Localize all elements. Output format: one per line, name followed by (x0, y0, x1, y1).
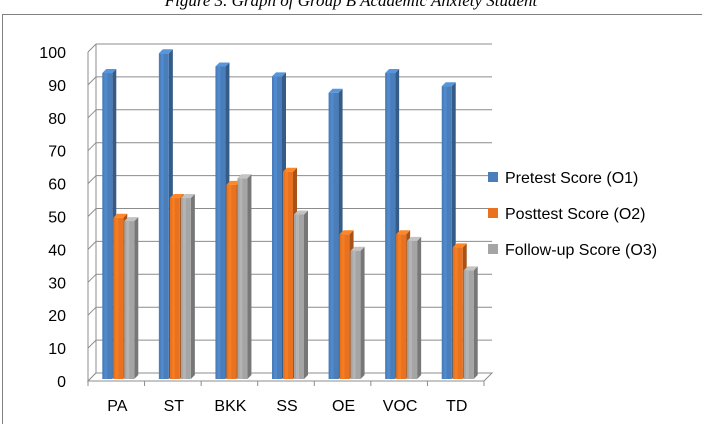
y-axis-ticks: 0 10 20 30 40 50 60 70 80 90 100 (39, 45, 66, 391)
x-tick-label: VOC (383, 398, 418, 415)
x-tick-label: TD (446, 398, 467, 415)
gridline-side (87, 175, 97, 184)
y-tick-label: 40 (48, 242, 66, 259)
gridline-side (87, 142, 97, 152)
y-tick-label: 0 (57, 374, 66, 391)
y-tick-label: 100 (39, 45, 66, 62)
figure-caption: Figure 3. Graph of Group B Academic Anxi… (164, 0, 538, 10)
gridline-side (87, 273, 97, 283)
x-axis-ticks: PA ST BKK SS OE VOC TD (87, 381, 485, 415)
y-tick-label: 60 (48, 177, 66, 194)
y-tick-label: 20 (48, 308, 66, 325)
y-tick-label: 50 (48, 210, 66, 227)
bar (350, 246, 365, 379)
chart-frame (2, 14, 702, 424)
gridline-side (87, 208, 97, 217)
x-tick-label: BKK (214, 398, 246, 415)
bar (124, 217, 139, 379)
legend-label: Follow-up Score (O3) (505, 242, 657, 259)
y-tick-label: 90 (48, 78, 66, 95)
bars (102, 49, 478, 380)
y-tick-label: 80 (48, 111, 66, 128)
legend: Pretest Score (O1) Posttest Score (O2) Fol… (488, 170, 657, 259)
y-tick-label: 70 (48, 144, 66, 161)
bar (180, 194, 195, 379)
legend-swatch (488, 244, 498, 254)
bar (463, 266, 478, 379)
y-tick-label: 10 (48, 341, 66, 358)
bar (237, 174, 252, 379)
y-tick-label: 30 (48, 275, 66, 292)
gridline-side (87, 241, 97, 250)
gridline-side (87, 109, 97, 119)
legend-swatch (488, 172, 498, 182)
x-tick-label: OE (332, 398, 355, 415)
x-tick-label: ST (164, 398, 185, 415)
legend-label: Posttest Score (O2) (505, 206, 646, 223)
bar (407, 236, 422, 379)
gridline-side (87, 43, 97, 53)
legend-swatch (488, 208, 498, 218)
gridline-side (87, 76, 97, 86)
x-tick-label: PA (107, 398, 127, 415)
bar (294, 210, 308, 379)
x-tick-label: SS (276, 398, 297, 415)
gridline-side (87, 306, 97, 316)
legend-label: Pretest Score (O1) (505, 170, 638, 187)
gridline-side (87, 339, 97, 349)
